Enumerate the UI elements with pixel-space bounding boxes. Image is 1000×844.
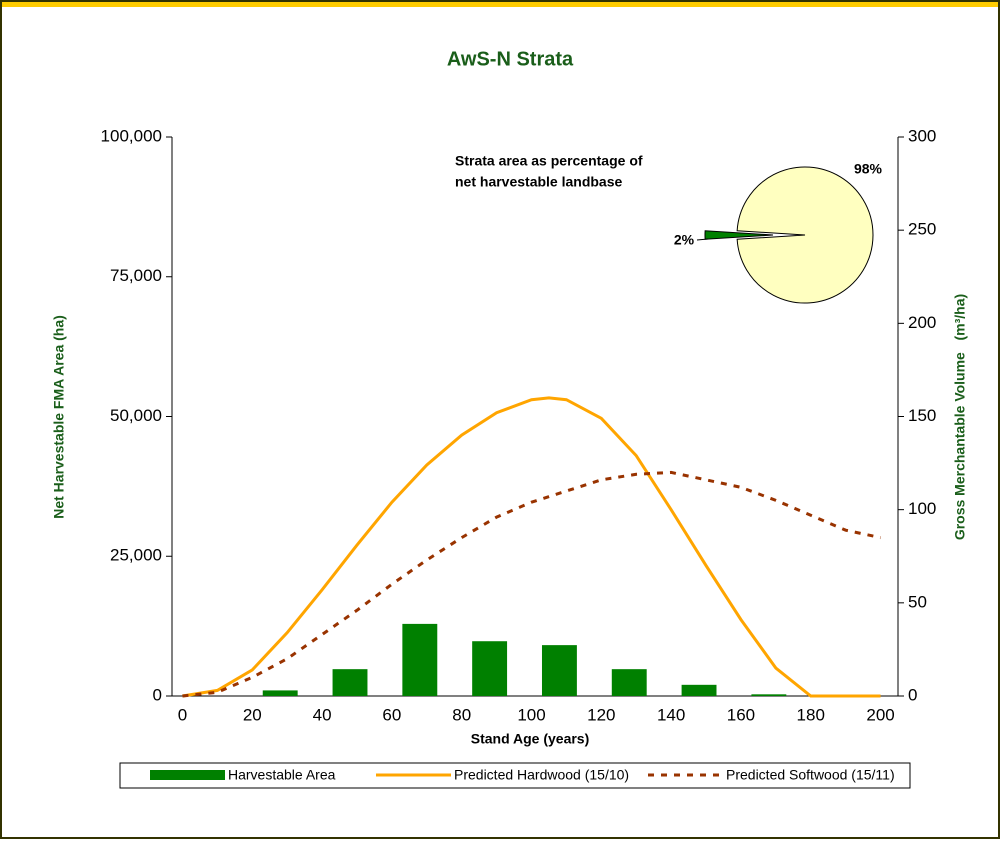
bar [472,641,508,696]
pie-value-label: 2% [674,232,695,248]
y2-axis-title: Gross Merchantable Volume (m³/ha) [952,294,968,540]
y-tick-label: 25,000 [110,546,162,565]
legend-label: Predicted Softwood (15/11) [726,767,895,783]
pie-value-label: 98% [854,161,883,177]
bar [541,645,577,696]
x-axis-title: Stand Age (years) [471,731,590,747]
x-tick-label: 20 [243,705,262,724]
y2-tick-label: 200 [908,313,936,332]
top-band [0,0,1000,7]
y-tick-label: 75,000 [110,266,162,285]
x-tick-label: 0 [178,705,187,724]
x-tick-label: 140 [657,705,685,724]
y2-tick-label: 0 [908,685,917,704]
legend [119,762,911,789]
bar [262,690,298,696]
bar [751,694,787,696]
pie-leader [696,238,709,241]
y2-tick-label: 250 [908,220,936,239]
x-tick-label: 80 [452,705,471,724]
y-tick-label: 100,000 [101,126,162,145]
y2-tick-label: 50 [908,592,927,611]
x-tick-label: 180 [797,705,825,724]
pie-title: Strata area as percentage of [455,153,643,169]
legend-label: Predicted Hardwood (15/10) [454,767,629,783]
legend-label: Harvestable Area [228,767,336,783]
x-tick-label: 60 [382,705,401,724]
x-tick-label: 40 [313,705,332,724]
y2-tick-label: 100 [908,499,936,518]
y-tick-label: 0 [153,685,162,704]
y2-tick-label: 150 [908,406,936,425]
x-tick-label: 120 [587,705,615,724]
x-tick-label: 160 [727,705,755,724]
x-tick-label: 100 [517,705,545,724]
pie-slice [736,166,874,304]
bar [611,669,647,696]
y-axis-title: Net Harvestable FMA Area (ha) [51,315,67,519]
line-series [182,396,881,698]
y-tick-label: 50,000 [110,406,162,425]
bar [681,684,717,696]
legend-swatch [150,770,225,780]
x-tick-label: 200 [866,705,894,724]
bar [332,669,368,696]
line-series [182,470,881,698]
bar [402,623,438,696]
y2-tick-label: 300 [908,126,936,145]
pie-title: net harvestable landbase [455,174,623,190]
chart-title: AwS-N Strata [447,48,574,70]
